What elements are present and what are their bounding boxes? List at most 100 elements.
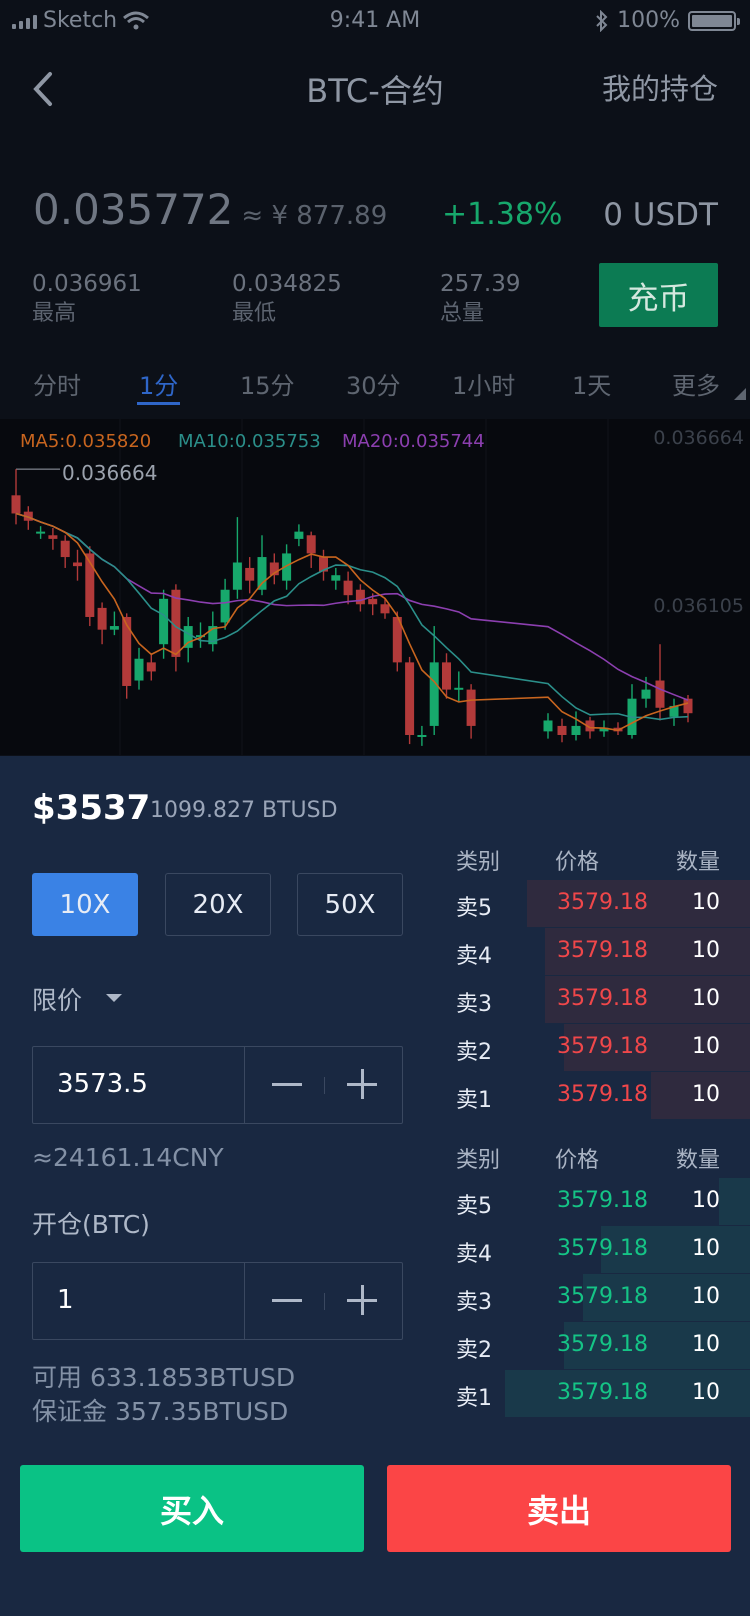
amount-plus-icon[interactable] bbox=[347, 1285, 377, 1315]
orderbook-row[interactable]: 卖3 3579.18 10 bbox=[440, 1274, 750, 1321]
orderbook-row[interactable]: 卖1 3579.18 10 bbox=[440, 1370, 750, 1417]
amount-input[interactable]: 1 bbox=[57, 1285, 74, 1315]
price-minus-icon[interactable] bbox=[272, 1083, 302, 1086]
tab-15min[interactable]: 15分 bbox=[240, 366, 295, 401]
buy-button[interactable]: 买入 bbox=[20, 1465, 364, 1552]
last-price: 0.035772 ≈ ¥ 877.89 bbox=[33, 185, 387, 234]
status-bar: Sketch 9:41 AM 100% bbox=[0, 0, 750, 42]
last-price-value: 0.035772 bbox=[33, 185, 234, 234]
high-label: 最高 bbox=[32, 301, 77, 326]
order-type-dropdown[interactable]: 限价 bbox=[32, 981, 122, 1017]
status-left: Sketch bbox=[12, 8, 150, 33]
orderbook-row-qty: 10 bbox=[692, 1082, 720, 1107]
tab-more[interactable]: 更多 bbox=[672, 366, 746, 401]
orderbook-row-type: 卖3 bbox=[456, 1290, 492, 1315]
orderbook-row-price: 3579.18 bbox=[557, 1188, 648, 1213]
price-plus-icon[interactable] bbox=[347, 1069, 377, 1099]
low-stat: 0.034825 最低 bbox=[232, 269, 342, 329]
candle-body bbox=[655, 680, 665, 708]
orderbook-row[interactable]: 卖2 3579.18 10 bbox=[440, 1024, 750, 1071]
orderbook-row-qty: 10 bbox=[692, 986, 720, 1011]
tab-30min[interactable]: 30分 bbox=[346, 366, 401, 401]
volume-value: 257.39 bbox=[440, 271, 521, 297]
orderbook-row-price: 3579.18 bbox=[557, 1332, 648, 1357]
candle-body bbox=[11, 495, 21, 514]
candle-body bbox=[306, 535, 316, 554]
orderbook-row[interactable]: 卖4 3579.18 10 bbox=[440, 1226, 750, 1273]
leverage-10x-button[interactable]: 10X bbox=[32, 873, 138, 936]
orderbook-row[interactable]: 卖4 3579.18 10 bbox=[440, 928, 750, 975]
ma5-label: MA5:0.035820 bbox=[20, 431, 152, 452]
orderbook-row[interactable]: 卖3 3579.18 10 bbox=[440, 976, 750, 1023]
depth-bar bbox=[564, 1024, 750, 1071]
candle-body bbox=[343, 580, 353, 596]
leverage-20x-button[interactable]: 20X bbox=[165, 873, 271, 936]
orderbook-row-qty: 10 bbox=[692, 938, 720, 963]
kline-chart[interactable]: MA5:0.035820 MA10:0.035753 MA20:0.035744… bbox=[0, 419, 750, 755]
candle-body bbox=[683, 698, 693, 714]
sell-button[interactable]: 卖出 bbox=[387, 1465, 731, 1552]
high-marker-label: 0.036664 bbox=[62, 461, 158, 485]
orderbook-row[interactable]: 卖1 3579.18 10 bbox=[440, 1072, 750, 1119]
depth-bar bbox=[564, 1322, 750, 1369]
my-positions-link[interactable]: 我的持仓 bbox=[601, 72, 718, 106]
orderbook-row-price: 3579.18 bbox=[557, 1034, 648, 1059]
tab-label: 15分 bbox=[240, 372, 295, 400]
margin-amount: 保证金 357.35BTUSD bbox=[32, 1397, 289, 1426]
leverage-50x-button[interactable]: 50X bbox=[297, 873, 403, 936]
kline-svg bbox=[11, 419, 693, 755]
order-type-label: 限价 bbox=[32, 986, 83, 1015]
candle-body bbox=[429, 662, 439, 726]
orderbook-row[interactable]: 卖2 3579.18 10 bbox=[440, 1322, 750, 1369]
candle-body bbox=[146, 662, 156, 672]
candle-body bbox=[208, 626, 218, 645]
tab-label: 更多 bbox=[672, 372, 720, 400]
carrier-label: Sketch bbox=[43, 8, 118, 33]
tab-label: 1分 bbox=[139, 372, 179, 400]
stepper-divider bbox=[244, 1047, 245, 1123]
orderbook-row[interactable]: 卖5 3579.18 10 bbox=[440, 880, 750, 927]
candle-body bbox=[599, 727, 609, 732]
orderbook-row-price: 3579.18 bbox=[557, 1082, 648, 1107]
depth-bar bbox=[719, 1178, 750, 1225]
low-value: 0.034825 bbox=[232, 271, 342, 297]
wifi-icon bbox=[123, 11, 150, 29]
tab-label: 1小时 bbox=[452, 372, 516, 400]
dropdown-triangle-icon bbox=[106, 994, 122, 1002]
tab-timeline[interactable]: 分时 bbox=[33, 366, 81, 401]
price-btusd: 1099.827 BTUSD bbox=[150, 798, 338, 823]
recharge-button[interactable]: 充币 bbox=[599, 263, 718, 327]
depth-bar bbox=[582, 1274, 750, 1321]
tab-1min[interactable]: 1分 bbox=[137, 366, 181, 405]
candle-body bbox=[36, 531, 46, 534]
orderbook-row[interactable]: 卖5 3579.18 10 bbox=[440, 1178, 750, 1225]
tab-1hour[interactable]: 1小时 bbox=[452, 366, 515, 401]
tab-1day[interactable]: 1天 bbox=[572, 366, 611, 401]
candle-body bbox=[405, 662, 415, 735]
orderbook-row-type: 卖5 bbox=[456, 1194, 492, 1219]
candle-body bbox=[220, 589, 230, 623]
depth-bar bbox=[650, 1072, 750, 1119]
candle-body bbox=[442, 662, 451, 690]
price-input[interactable]: 3573.5 bbox=[57, 1069, 148, 1099]
y-axis-mid-label: 0.036105 bbox=[653, 595, 744, 617]
price-change: +1.38% bbox=[442, 197, 563, 232]
orderbook-asks: 类别 价格 数量 卖5 3579.18 10 卖4 3579.18 10 卖3 3579.18… bbox=[440, 844, 750, 1144]
depth-bar bbox=[545, 976, 750, 1023]
candle-body bbox=[669, 705, 679, 717]
orderbook-row-type: 卖2 bbox=[456, 1338, 492, 1363]
cny-price: ≈ ¥ 877.89 bbox=[241, 201, 388, 231]
orderbook-bids: 类别 价格 数量 卖5 3579.18 10 卖4 3579.18 10 卖3 3579.18… bbox=[440, 1142, 750, 1442]
ma10-line bbox=[15, 512, 689, 721]
balance: 0 USDT bbox=[603, 197, 718, 233]
back-chevron-icon[interactable] bbox=[26, 62, 66, 112]
status-time: 9:41 AM bbox=[329, 8, 421, 33]
amount-minus-icon[interactable] bbox=[272, 1299, 302, 1302]
y-axis-top-label: 0.036664 bbox=[653, 427, 744, 449]
tab-label: 1天 bbox=[572, 372, 612, 400]
candle-body bbox=[454, 687, 464, 690]
stepper-divider-small bbox=[324, 1077, 325, 1094]
battery-percent: 100% bbox=[617, 8, 680, 33]
bluetooth-icon bbox=[596, 9, 608, 32]
candle-body bbox=[122, 616, 132, 686]
